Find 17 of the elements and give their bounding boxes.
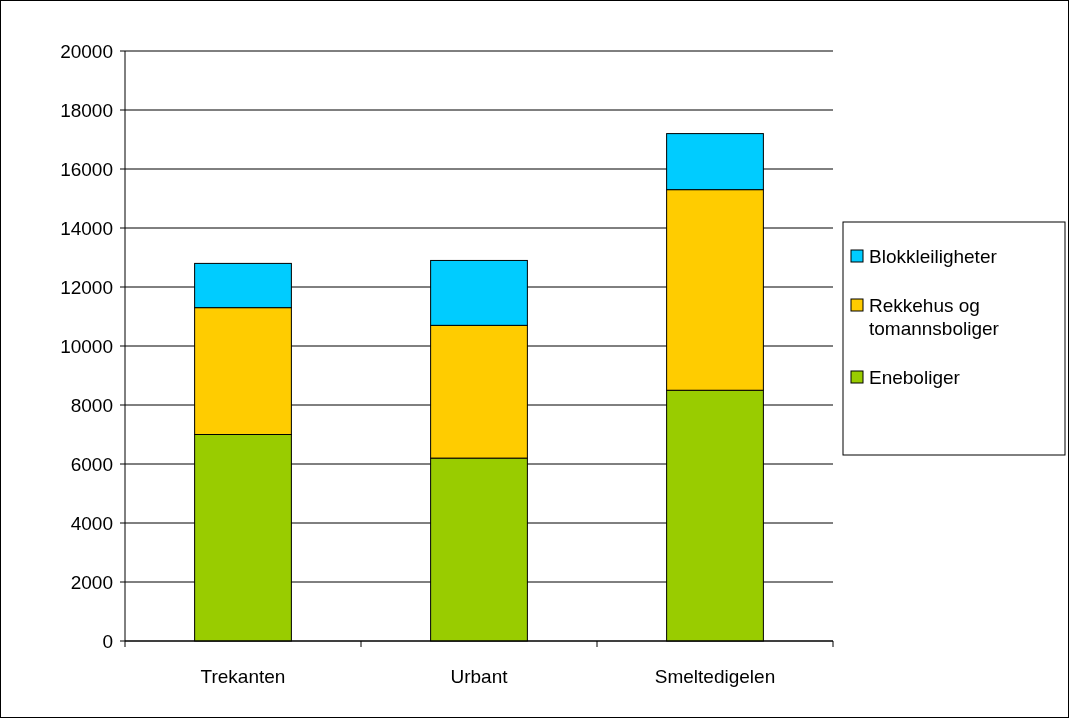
x-tick-label: Urbant — [450, 666, 509, 687]
y-tick-label: 12000 — [60, 276, 113, 298]
y-tick-label: 16000 — [60, 158, 113, 180]
x-tick-label: Smeltedigelen — [654, 666, 776, 687]
x-tick-label: Trekanten — [200, 666, 286, 687]
y-tick-label: 20000 — [60, 40, 113, 62]
y-tick-label: 14000 — [60, 217, 113, 239]
legend-label: Rekkehus og tomannsboliger — [869, 294, 1000, 339]
y-tick-label: 18000 — [60, 99, 113, 121]
y-tick-label: 0 — [102, 630, 113, 652]
legend-label: Eneboliger — [869, 366, 961, 388]
y-tick-label: 6000 — [70, 453, 113, 475]
y-tick-label: 8000 — [70, 394, 113, 416]
y-tick-label: 10000 — [60, 335, 113, 357]
y-tick-label: 2000 — [70, 571, 113, 593]
legend-label: Blokkleiligheter — [869, 245, 998, 267]
y-tick-label: 4000 — [70, 512, 113, 534]
